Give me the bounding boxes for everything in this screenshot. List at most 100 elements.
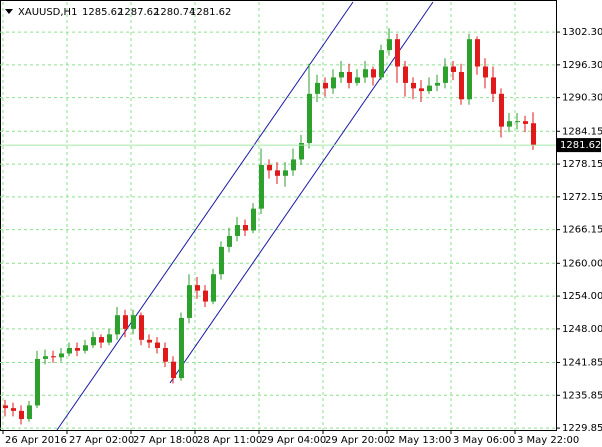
candle-body (515, 121, 520, 123)
candle-body (363, 69, 368, 78)
candle-body (67, 348, 72, 354)
header-open: 1285.62 (82, 7, 123, 18)
price-label-box (557, 138, 601, 153)
y-tick-label: 1235.85 (562, 390, 602, 401)
candle-body (475, 39, 480, 67)
candle-body (419, 88, 424, 92)
candle-body (195, 285, 200, 291)
candle-body (91, 337, 96, 346)
candle-body (387, 39, 392, 51)
x-tick-label: 26 Apr 2016 (5, 435, 67, 446)
candle-body (275, 170, 280, 176)
candle-body (107, 334, 112, 343)
candle-body (211, 274, 216, 302)
y-tick-label: 1290.30 (562, 93, 602, 104)
header-close: 1281.62 (190, 7, 231, 18)
candle-body (467, 39, 472, 100)
candle-body (371, 69, 376, 78)
x-tick-label: 27 Apr 02:00 (69, 435, 134, 446)
y-tick-label: 1241.85 (562, 357, 602, 368)
candle-body (3, 405, 8, 409)
candle-body (531, 123, 536, 146)
candle-body (339, 71, 344, 78)
channel-line (169, 1, 434, 384)
candle-body (147, 339, 152, 343)
y-tick-label: 1229.85 (562, 423, 602, 434)
symbol: XAUUSD,H1 (18, 7, 77, 18)
candle-body (491, 77, 496, 94)
y-tick-label: 1266.15 (562, 225, 602, 236)
candle-body (403, 66, 408, 83)
candle-body (19, 410, 24, 420)
candle-body (227, 235, 232, 247)
candle-body (155, 342, 160, 349)
candle-body (163, 348, 168, 362)
candle-body (99, 337, 104, 343)
candle-body (35, 358, 40, 406)
candle-body (315, 82, 320, 94)
candle-body (203, 290, 208, 302)
candle-body (267, 164, 272, 171)
y-tick-label: 1278.15 (562, 159, 602, 170)
candle-body (243, 225, 248, 231)
y-tick-label: 1260.00 (562, 258, 602, 269)
x-tick-label: 28 Apr 11:00 (197, 435, 262, 446)
candle-body (355, 77, 360, 83)
x-tick-label: 3 May 22:00 (517, 435, 579, 446)
candle-body (259, 164, 264, 209)
candle-body (171, 361, 176, 379)
x-tick-label: 2 May 13:00 (389, 435, 451, 446)
candle-body (499, 93, 504, 127)
y-tick-label: 1248.00 (562, 324, 602, 335)
candle-body (27, 405, 32, 420)
candle-body (299, 143, 304, 160)
candle-body (83, 345, 88, 351)
x-tick-label: 3 May 06:00 (453, 435, 515, 446)
candle-body (507, 121, 512, 127)
candle-body (219, 246, 224, 275)
candle-body (139, 315, 144, 340)
candle-body (251, 208, 256, 231)
candle-body (483, 66, 488, 78)
candle-body (11, 408, 16, 411)
candle-body (123, 315, 128, 329)
candle-body (395, 39, 400, 67)
candle-body (179, 317, 184, 379)
candle-body (435, 82, 440, 86)
candle-body (51, 356, 56, 358)
price-label: 1281.62 (560, 140, 601, 151)
candle-body (291, 159, 296, 171)
candle-body (59, 353, 64, 358)
x-tick-label: 29 Apr 20:00 (325, 435, 390, 446)
candle-body (131, 315, 136, 329)
y-tick-label: 1284.15 (562, 126, 602, 137)
header-low: 1280.74 (154, 7, 195, 18)
candle-body (427, 85, 432, 92)
candle-body (323, 82, 328, 89)
candle-body (379, 50, 384, 78)
candle-body (459, 71, 464, 100)
y-tick-label: 1302.30 (562, 27, 602, 38)
candle-body (451, 66, 456, 72)
candle-body (115, 315, 120, 335)
x-tick-label: 27 Apr 18:00 (133, 435, 198, 446)
candle-body (523, 121, 528, 124)
x-tick-label: 29 Apr 04:00 (261, 435, 326, 446)
candle-body (411, 82, 416, 89)
candle-body (283, 170, 288, 176)
candle-body (235, 225, 240, 236)
candle-body (187, 285, 192, 318)
candle-body (307, 93, 312, 144)
y-tick-label: 1272.15 (562, 192, 602, 203)
candle-body (443, 66, 448, 83)
y-tick-label: 1296.30 (562, 60, 602, 71)
candle-body (347, 71, 352, 83)
candle-body (331, 77, 336, 89)
y-tick-label: 1254.00 (562, 291, 602, 302)
candle-body (43, 356, 48, 359)
candle-body (75, 348, 80, 351)
header-high: 1287.62 (118, 7, 159, 18)
menu-triangle[interactable] (5, 9, 13, 14)
channel-line (56, 1, 354, 431)
